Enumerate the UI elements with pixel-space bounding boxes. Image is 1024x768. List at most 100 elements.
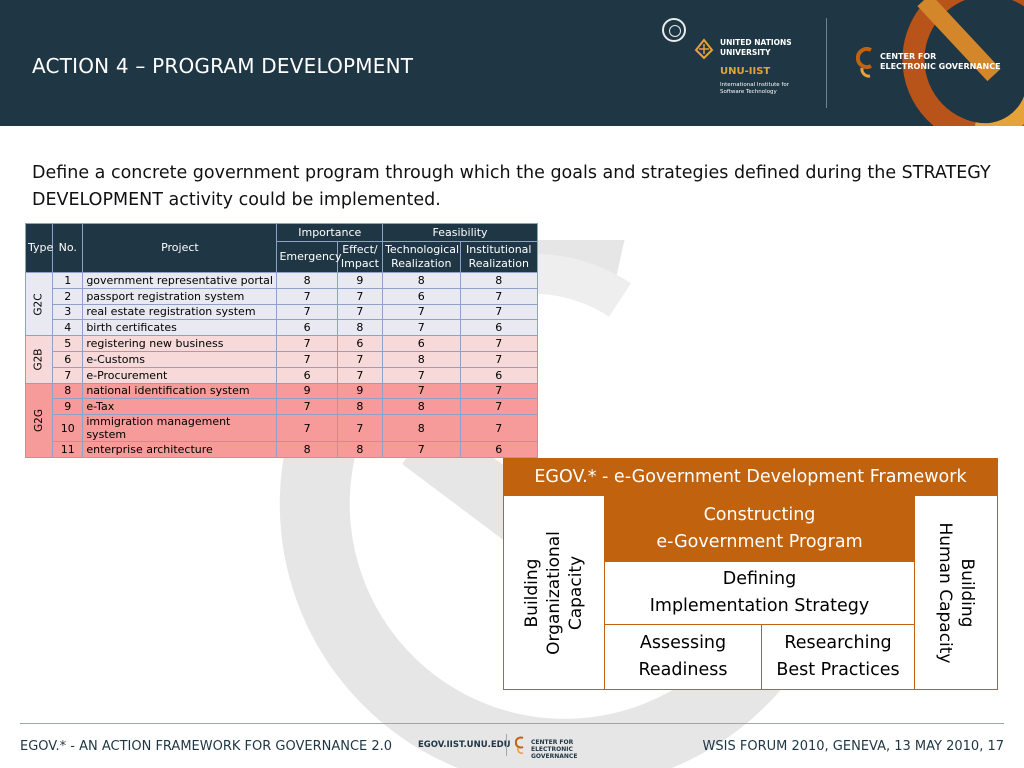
project-table: Type No. Project Importance Feasibility … (24, 223, 538, 458)
type-cell: G2G (24, 382, 54, 458)
row-number-cell: 3 (52, 303, 84, 321)
table-row: 3 real estate registration system 7 7 7 7 (26, 303, 538, 321)
intro-paragraph: Define a concrete government program thr… (32, 163, 991, 210)
row-number-cell: 6 (52, 350, 84, 368)
table-row: 2 passport registration system 7 7 6 7 (26, 287, 538, 305)
technological-realization-cell: 8 (382, 414, 461, 443)
impact-cell: 7 (336, 287, 384, 305)
project-name-cell: national identification system (82, 382, 278, 400)
type-label: G2G (32, 409, 45, 433)
institutional-realization-cell: 6 (459, 319, 538, 337)
institutional-realization-cell: 6 (459, 366, 538, 384)
emergency-cell: 7 (276, 414, 338, 443)
technological-realization-cell: 7 (382, 303, 461, 321)
table-row: G2G 8 national identification system 9 9 7 7 (24, 382, 538, 458)
slide-title: ACTION 4 – PROGRAM DEVELOPMENT (32, 54, 414, 78)
type-label: G2C (32, 293, 45, 316)
technological-realization-cell: 7 (382, 382, 461, 400)
project-name-cell: government representative portal (82, 272, 278, 289)
footer-url: EGOV.IIST.UNU.EDU (418, 740, 511, 750)
row-number-cell: 7 (52, 366, 84, 384)
constructing-program-cell: Constructing e-Government Program (605, 496, 914, 561)
impact-cell: 7 (336, 414, 384, 443)
project-name-cell: real estate registration system (82, 303, 278, 321)
emergency-cell: 6 (276, 366, 338, 384)
type-label: G2B (32, 348, 45, 371)
row-number-cell: 5 (52, 335, 84, 352)
building-human-capacity-cell: Building Human Capacity (914, 496, 997, 689)
institutional-realization-cell: 6 (459, 441, 538, 458)
assessing-readiness-cell: Assessing Readiness (605, 625, 762, 689)
institutional-realization-cell: 8 (459, 272, 538, 289)
egov-framework-diagram: EGOV.* - e-Government Development Framew… (503, 458, 998, 690)
project-name-cell: birth certificates (82, 319, 278, 337)
table-row: 7 e-Procurement 6 7 7 6 (26, 366, 538, 384)
footer-divider (20, 723, 1004, 724)
no-header: No. (52, 223, 84, 273)
row-number-cell: 8 (52, 382, 84, 400)
emergency-cell: 7 (276, 350, 338, 368)
unu-iist-label: UNU-IIST (720, 66, 771, 77)
building-human-capacity-label: Building Human Capacity (935, 521, 977, 664)
emergency-cell: 6 (276, 319, 338, 337)
egov-swirl-decoration-icon (902, 0, 1024, 126)
type-header: Type (24, 223, 53, 273)
header-divider (826, 18, 827, 108)
impact-cell: 6 (336, 335, 384, 352)
institutional-realization-cell: 7 (459, 335, 538, 352)
row-number-cell: 10 (52, 414, 84, 443)
feasibility-header: Feasibility (382, 223, 538, 242)
row-number-cell: 9 (52, 398, 84, 416)
institutional-realization-cell: 7 (459, 303, 538, 321)
project-name-cell: immigration management system (82, 414, 278, 443)
technological-realization-cell: 6 (382, 287, 461, 305)
technological-realization-cell: 7 (382, 319, 461, 337)
project-table-body: G2C 1 government representative portal 8 9 8 8… (24, 271, 538, 458)
impact-cell: 9 (336, 272, 384, 289)
project-name-cell: passport registration system (82, 287, 278, 305)
emergency-header: Emergency (276, 241, 342, 273)
importance-header: Importance (276, 223, 384, 242)
impact-cell: 8 (336, 441, 384, 458)
institutional-realization-cell: 7 (459, 414, 538, 443)
unu-iist-subtitle: International Institute for Software Tec… (720, 82, 790, 95)
framework-title: EGOV.* - e-Government Development Framew… (504, 459, 997, 496)
type-cell: G2B (24, 335, 54, 384)
project-name-cell: e-Customs (82, 350, 278, 368)
emergency-cell: 7 (276, 287, 338, 305)
project-name-cell: e-Procurement (82, 366, 278, 384)
defining-strategy-cell: Defining Implementation Strategy (605, 561, 914, 625)
impact-cell: 8 (336, 319, 384, 337)
slide-header: ACTION 4 – PROGRAM DEVELOPMENT UNITED NA… (0, 0, 1024, 126)
table-row: 11 enterprise architecture 8 8 7 6 (26, 441, 538, 458)
emergency-cell: 8 (276, 441, 338, 458)
footer-left-text: EGOV.* - AN ACTION FRAMEWORK FOR GOVERNA… (20, 739, 393, 754)
row-number-cell: 4 (52, 319, 84, 337)
emergency-cell: 8 (276, 272, 338, 289)
institutional-realization-cell: 7 (459, 398, 538, 416)
table-row: 4 birth certificates 6 8 7 6 (26, 319, 538, 337)
emergency-cell: 9 (276, 382, 338, 400)
egov-center-logo-icon (856, 47, 872, 78)
table-row: G2C 1 government representative portal 8 9 8 8 (24, 271, 538, 337)
footer-center-name: CENTER FOR ELECTRONIC GOVERNANCE (531, 739, 578, 760)
technological-realization-cell: 8 (382, 398, 461, 416)
emergency-cell: 7 (276, 335, 338, 352)
technological-realization-cell: 6 (382, 335, 461, 352)
footer-egov-logo-icon (515, 736, 524, 754)
institutional-realization-header: Institutional Realization (459, 241, 538, 273)
project-name-cell: enterprise architecture (82, 441, 278, 458)
type-cell: G2C (24, 271, 54, 337)
unu-name: UNITED NATIONS UNIVERSITY (720, 38, 792, 57)
building-organizational-capacity-cell: Building Organizational Capacity (504, 496, 605, 689)
table-row: 6 e-Customs 7 7 8 7 (26, 350, 538, 368)
project-name-cell: registering new business (82, 335, 278, 352)
emergency-cell: 7 (276, 303, 338, 321)
impact-cell: 7 (336, 350, 384, 368)
table-row: G2B 5 registering new business 7 6 6 7 (24, 335, 538, 384)
table-row: 9 e-Tax 7 8 8 7 (26, 398, 538, 416)
footer-separator (506, 734, 507, 756)
impact-cell: 9 (336, 382, 384, 400)
technological-realization-cell: 7 (382, 366, 461, 384)
institutional-realization-cell: 7 (459, 382, 538, 400)
